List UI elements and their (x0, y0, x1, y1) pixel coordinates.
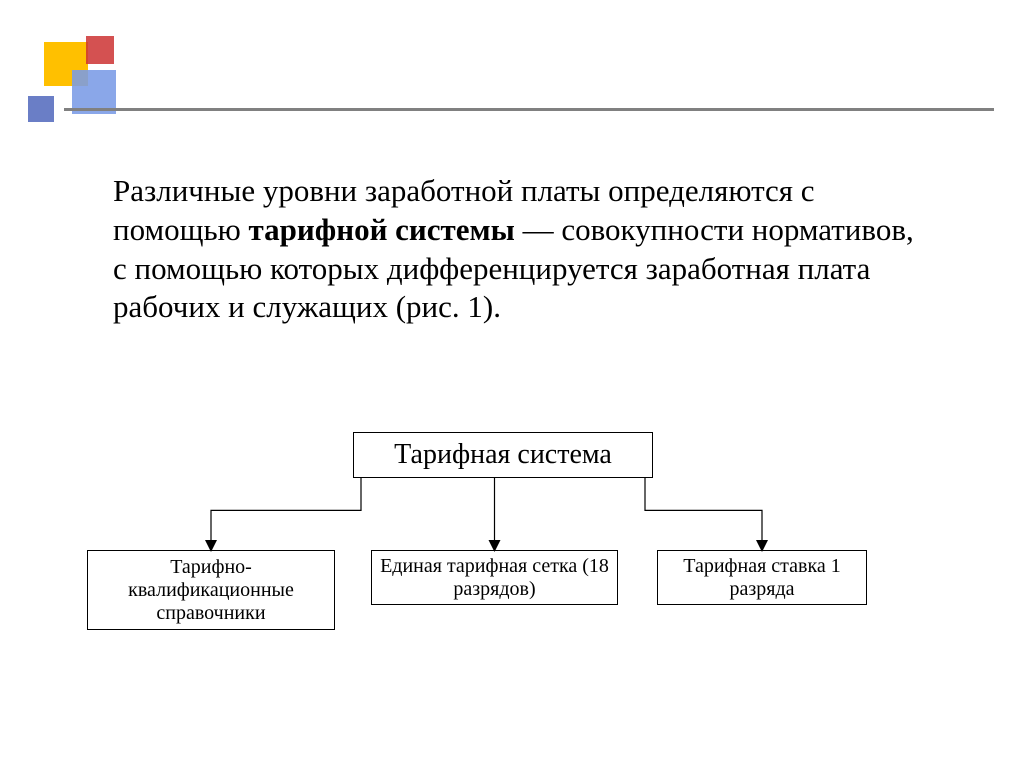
diagram-connectors (0, 0, 1024, 767)
paragraph-text-bold: тарифной системы (249, 212, 515, 247)
logo-square (86, 36, 114, 64)
diagram-child-node: Тарифно-квалификационные справочники (87, 550, 335, 630)
diagram-child-label: Тарифно-квалификационные справочники (94, 556, 328, 625)
logo-square (28, 96, 54, 122)
diagram-arrow (211, 478, 361, 546)
diagram-root-label: Тарифная система (394, 440, 612, 471)
diagram-child-label: Единая тарифная сетка (18 разрядов) (378, 555, 611, 601)
diagram-child-label: Тарифная ставка 1 разряда (664, 555, 860, 601)
diagram-root-node: Тарифная система (353, 432, 653, 478)
diagram-arrow (645, 478, 762, 546)
body-paragraph: Различные уровни заработной платы опреде… (113, 172, 933, 327)
slide: Различные уровни заработной платы опреде… (0, 0, 1024, 767)
diagram-child-node: Единая тарифная сетка (18 разрядов) (371, 550, 618, 605)
horizontal-divider (64, 108, 994, 111)
diagram-child-node: Тарифная ставка 1 разряда (657, 550, 867, 605)
